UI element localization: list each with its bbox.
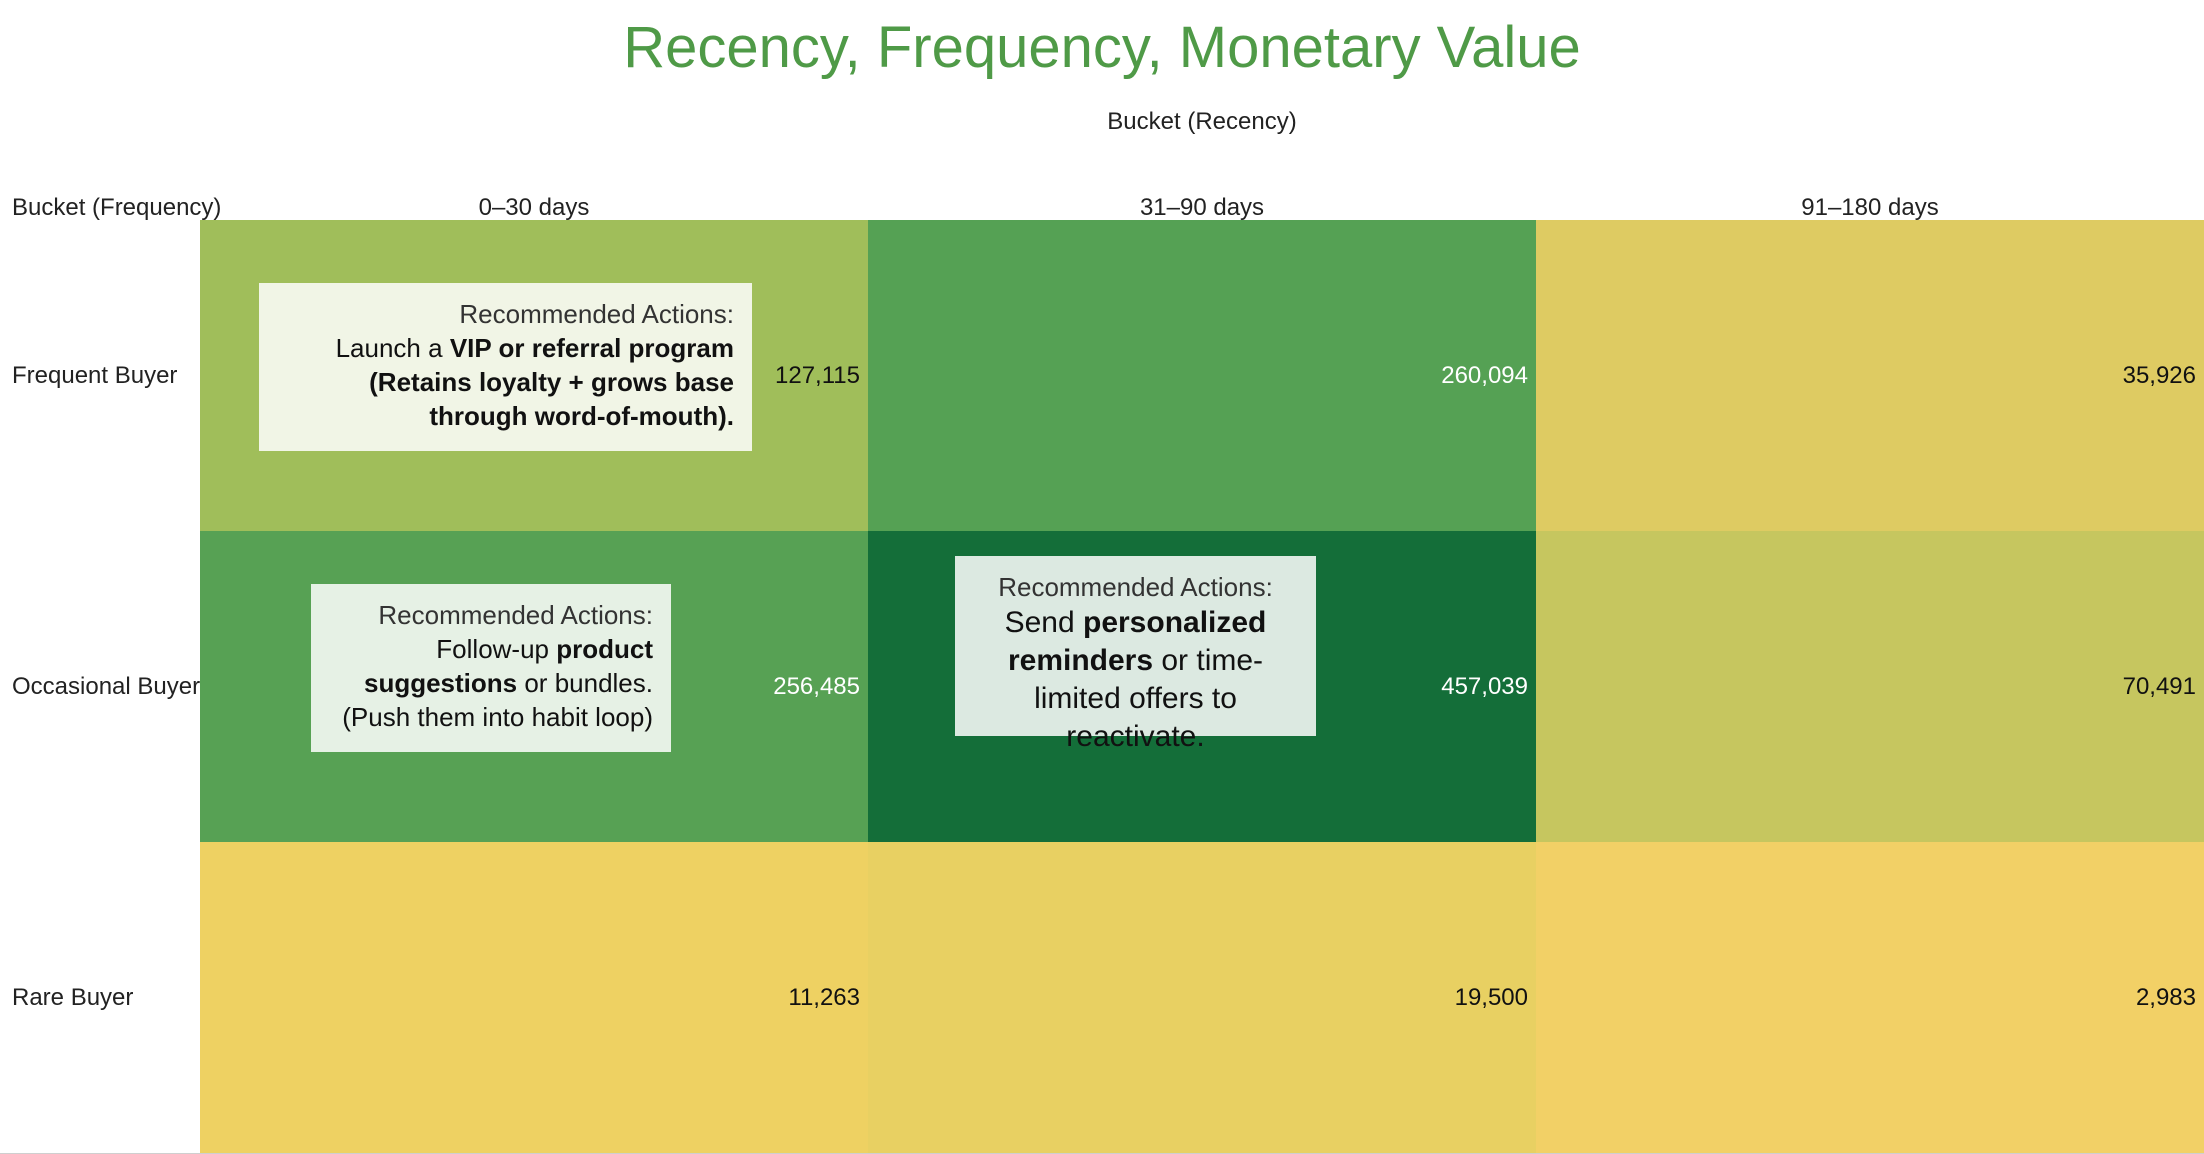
heatmap-cell-rare-buyer-31-90-days: 19,500: [868, 842, 1536, 1153]
cell-value-label: 457,039: [1441, 672, 1528, 700]
frequency-axis-title: Bucket (Frequency): [12, 194, 222, 221]
cell-value-label: 70,491: [2122, 672, 2196, 700]
heatmap-cell-occasional-buyer-91-180-days: 70,491: [1536, 531, 2204, 842]
note-heading: Recommended Actions:: [459, 299, 734, 329]
row-header-frequent-buyer: Frequent Buyer: [12, 361, 178, 389]
row-header-rare-buyer: Rare Buyer: [12, 983, 134, 1011]
note-text: Send: [1004, 606, 1083, 639]
column-header-91-180-days: 91–180 days: [1801, 194, 1939, 221]
note-heading: Recommended Actions:: [998, 572, 1273, 602]
cell-value-label: 127,115: [775, 361, 860, 389]
cell-value-label: 260,094: [1441, 361, 1528, 389]
note-emphasis-text: (Retains loyalty + grows base through wo…: [369, 367, 734, 431]
recency-axis-title: Bucket (Recency): [1107, 108, 1297, 135]
recommended-actions-note: Recommended Actions: Launch a VIP or refe…: [259, 283, 752, 451]
heatmap-cell-rare-buyer-91-180-days: 2,983: [1536, 842, 2204, 1153]
chart-title: Recency, Frequency, Monetary Value: [623, 15, 1581, 80]
recommended-actions-note: Recommended Actions: Follow-up product su…: [311, 584, 671, 752]
note-text: or time-limited offers to reactivate.: [1034, 644, 1264, 753]
cell-value-label: 11,263: [788, 983, 860, 1011]
note-body: Launch a VIP or referral program (Retain…: [277, 331, 734, 433]
row-header-occasional-buyer: Occasional Buyer: [12, 672, 201, 700]
cell-value-label: 2,983: [2135, 983, 2196, 1011]
cell-value-label: 19,500: [1454, 983, 1528, 1011]
note-text: or bundles. (Push them into habit loop): [342, 668, 653, 732]
recommended-actions-note: Recommended Actions: Send personalized re…: [955, 556, 1316, 753]
heatmap-cell-rare-buyer-0-30-days: 11,263: [200, 842, 868, 1153]
note-body: Follow-up product suggestions or bundles…: [329, 632, 653, 734]
column-header-31-90-days: 31–90 days: [1139, 194, 1265, 221]
note-emphasis-text: personalized reminders: [1007, 606, 1267, 677]
cell-value-label: 256,485: [773, 672, 860, 700]
heatmap-cell-frequent-buyer-31-90-days: 260,094: [868, 220, 1536, 531]
note-emphasis-text: VIP or referral program: [449, 333, 734, 363]
note-heading: Recommended Actions:: [378, 600, 653, 630]
note-emphasis-text: product suggestions: [363, 634, 653, 698]
note-text: Follow-up: [436, 634, 557, 664]
note-body: Send personalized reminders or time-limi…: [973, 604, 1298, 756]
cell-value-label: 35,926: [2122, 361, 2196, 389]
note-text: Launch a: [335, 333, 450, 363]
column-header-0-30-days: 0–30 days: [478, 194, 590, 221]
heatmap-cell-frequent-buyer-91-180-days: 35,926: [1536, 220, 2204, 531]
